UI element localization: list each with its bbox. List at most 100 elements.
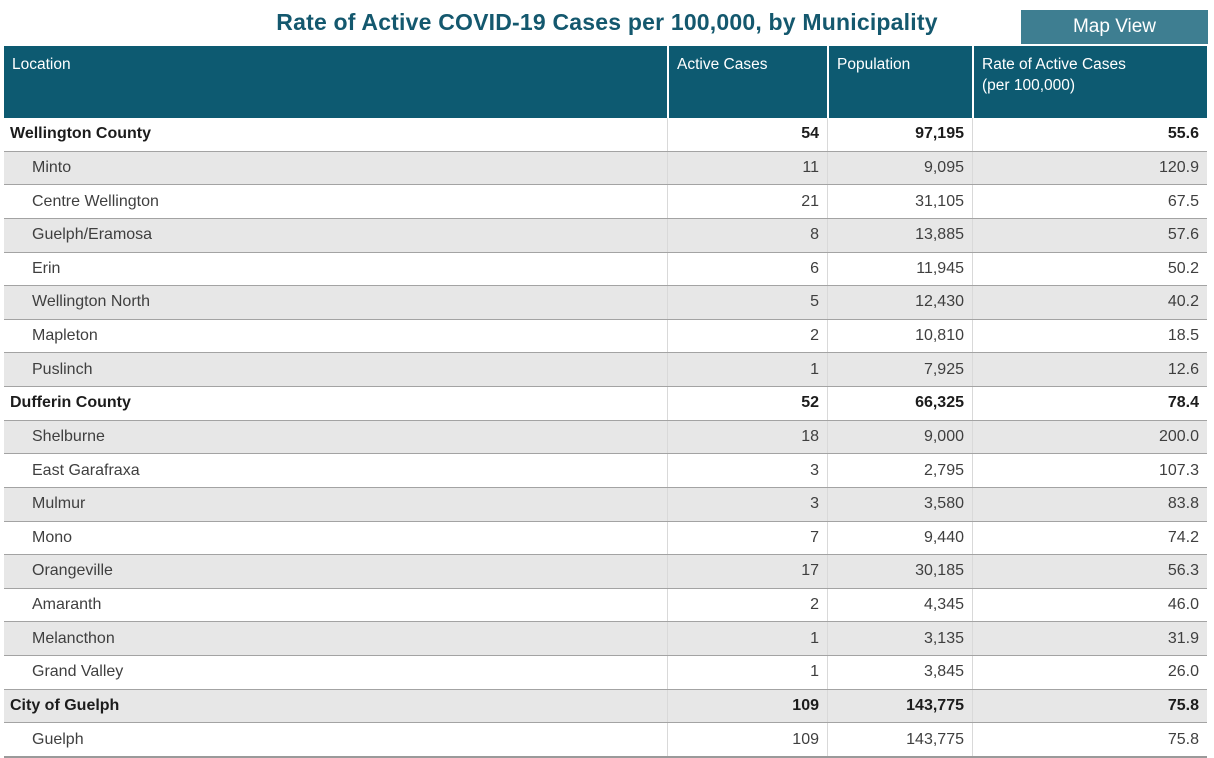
column-header-rate-line2: (per 100,000) <box>982 77 1076 94</box>
column-header-active-cases[interactable]: Active Cases <box>667 46 827 118</box>
table-row[interactable]: Guelph/Eramosa 8 13,885 57.6 <box>4 218 1207 253</box>
cell-active-cases: 21 <box>667 185 827 218</box>
cell-population: 9,095 <box>827 151 972 185</box>
cell-location: Melancthon <box>32 629 115 647</box>
cell-population: 9,440 <box>827 521 972 555</box>
cell-active-cases: 8 <box>667 218 827 252</box>
cell-location: Shelburne <box>32 427 105 445</box>
cell-rate: 40.2 <box>972 286 1207 319</box>
table-row[interactable]: Guelph 109 143,775 75.8 <box>4 723 1207 756</box>
cell-population: 30,185 <box>827 555 972 588</box>
cell-rate: 46.0 <box>972 588 1207 622</box>
table-row[interactable]: Mono 7 9,440 74.2 <box>4 521 1207 556</box>
cell-active-cases: 1 <box>667 622 827 655</box>
cell-population: 9,000 <box>827 420 972 454</box>
column-header-population[interactable]: Population <box>827 46 972 118</box>
cell-rate: 120.9 <box>972 151 1207 185</box>
cell-rate: 78.4 <box>972 387 1207 420</box>
cell-rate: 200.0 <box>972 420 1207 454</box>
table-row[interactable]: Melancthon 1 3,135 31.9 <box>4 622 1207 656</box>
cell-location: Guelph/Eramosa <box>32 226 153 244</box>
cell-active-cases: 54 <box>667 118 827 151</box>
cell-rate: 18.5 <box>972 319 1207 353</box>
cell-population: 7,925 <box>827 353 972 386</box>
cell-rate: 26.0 <box>972 656 1207 689</box>
cell-active-cases: 5 <box>667 286 827 319</box>
cell-active-cases: 6 <box>667 252 827 286</box>
cell-rate: 75.8 <box>972 689 1207 723</box>
cell-population: 11,945 <box>827 252 972 286</box>
cell-active-cases: 109 <box>667 723 827 756</box>
cell-location: Puslinch <box>32 360 93 378</box>
table-row[interactable]: Shelburne 18 9,000 200.0 <box>4 420 1207 455</box>
cell-population: 4,345 <box>827 588 972 622</box>
cell-rate: 12.6 <box>972 353 1207 386</box>
table-row[interactable]: Grand Valley 1 3,845 26.0 <box>4 656 1207 690</box>
cell-location: Mapleton <box>32 327 98 345</box>
cell-rate: 83.8 <box>972 487 1207 521</box>
cell-location: Centre Wellington <box>32 192 159 210</box>
table-row[interactable]: East Garafraxa 3 2,795 107.3 <box>4 454 1207 488</box>
cell-rate: 56.3 <box>972 555 1207 588</box>
cell-location: Orangeville <box>32 562 113 580</box>
cell-population: 31,105 <box>827 185 972 218</box>
table-row[interactable]: Puslinch 1 7,925 12.6 <box>4 353 1207 387</box>
column-header-location[interactable]: Location <box>12 56 71 73</box>
cell-rate: 75.8 <box>972 723 1207 756</box>
cell-active-cases: 7 <box>667 521 827 555</box>
cell-rate: 55.6 <box>972 118 1207 151</box>
cell-population: 12,430 <box>827 286 972 319</box>
cell-population: 2,795 <box>827 454 972 487</box>
table-row[interactable]: Erin 6 11,945 50.2 <box>4 252 1207 287</box>
table-row-group[interactable]: Wellington County 54 97,195 55.6 <box>4 118 1207 152</box>
cell-active-cases: 17 <box>667 555 827 588</box>
cell-location: Minto <box>32 158 72 176</box>
cell-location: Dufferin County <box>10 394 131 412</box>
covid-rate-table: Location Active Cases Population Rate of… <box>4 46 1207 758</box>
cell-active-cases: 11 <box>667 151 827 185</box>
cell-population: 66,325 <box>827 387 972 420</box>
cell-location: Erin <box>32 259 61 277</box>
table-row[interactable]: Centre Wellington 21 31,105 67.5 <box>4 185 1207 219</box>
cell-rate: 50.2 <box>972 252 1207 286</box>
table-body: Wellington County 54 97,195 55.6 Minto 11 9,09… <box>4 118 1207 758</box>
table-header-row: Location Active Cases Population Rate of… <box>4 46 1207 118</box>
cell-active-cases: 3 <box>667 454 827 487</box>
cell-active-cases: 2 <box>667 319 827 353</box>
table-row[interactable]: Amaranth 2 4,345 46.0 <box>4 588 1207 623</box>
title-bar: Rate of Active COVID-19 Cases per 100,00… <box>0 0 1214 46</box>
table-row[interactable]: Minto 11 9,095 120.9 <box>4 151 1207 186</box>
cell-population: 97,195 <box>827 118 972 151</box>
cell-population: 3,135 <box>827 622 972 655</box>
cell-location: Grand Valley <box>32 663 124 681</box>
cell-active-cases: 109 <box>667 689 827 723</box>
table-row[interactable]: Mulmur 3 3,580 83.8 <box>4 487 1207 522</box>
table-row[interactable]: Wellington North 5 12,430 40.2 <box>4 286 1207 320</box>
cell-rate: 31.9 <box>972 622 1207 655</box>
table-row-group[interactable]: Dufferin County 52 66,325 78.4 <box>4 387 1207 421</box>
cell-location: Wellington North <box>32 293 150 311</box>
page-title: Rate of Active COVID-19 Cases per 100,00… <box>276 9 938 35</box>
cell-active-cases: 3 <box>667 487 827 521</box>
cell-active-cases: 18 <box>667 420 827 454</box>
table-row[interactable]: Orangeville 17 30,185 56.3 <box>4 555 1207 589</box>
cell-location: Amaranth <box>32 596 102 614</box>
cell-location: Mulmur <box>32 495 86 513</box>
cell-rate: 107.3 <box>972 454 1207 487</box>
cell-location: Guelph <box>32 730 84 748</box>
cell-rate: 74.2 <box>972 521 1207 555</box>
table-row-group[interactable]: City of Guelph 109 143,775 75.8 <box>4 689 1207 724</box>
column-header-rate[interactable]: Rate of Active Cases (per 100,000) <box>972 46 1207 118</box>
column-header-rate-line1: Rate of Active Cases <box>982 56 1126 73</box>
cell-population: 3,845 <box>827 656 972 689</box>
table-row[interactable]: Mapleton 2 10,810 18.5 <box>4 319 1207 354</box>
cell-population: 143,775 <box>827 723 972 756</box>
map-view-button[interactable]: Map View <box>1021 10 1208 44</box>
cell-population: 10,810 <box>827 319 972 353</box>
cell-location: Wellington County <box>10 125 152 143</box>
cell-active-cases: 1 <box>667 656 827 689</box>
cell-location: City of Guelph <box>10 696 120 714</box>
cell-population: 143,775 <box>827 689 972 723</box>
cell-active-cases: 52 <box>667 387 827 420</box>
cell-active-cases: 1 <box>667 353 827 386</box>
